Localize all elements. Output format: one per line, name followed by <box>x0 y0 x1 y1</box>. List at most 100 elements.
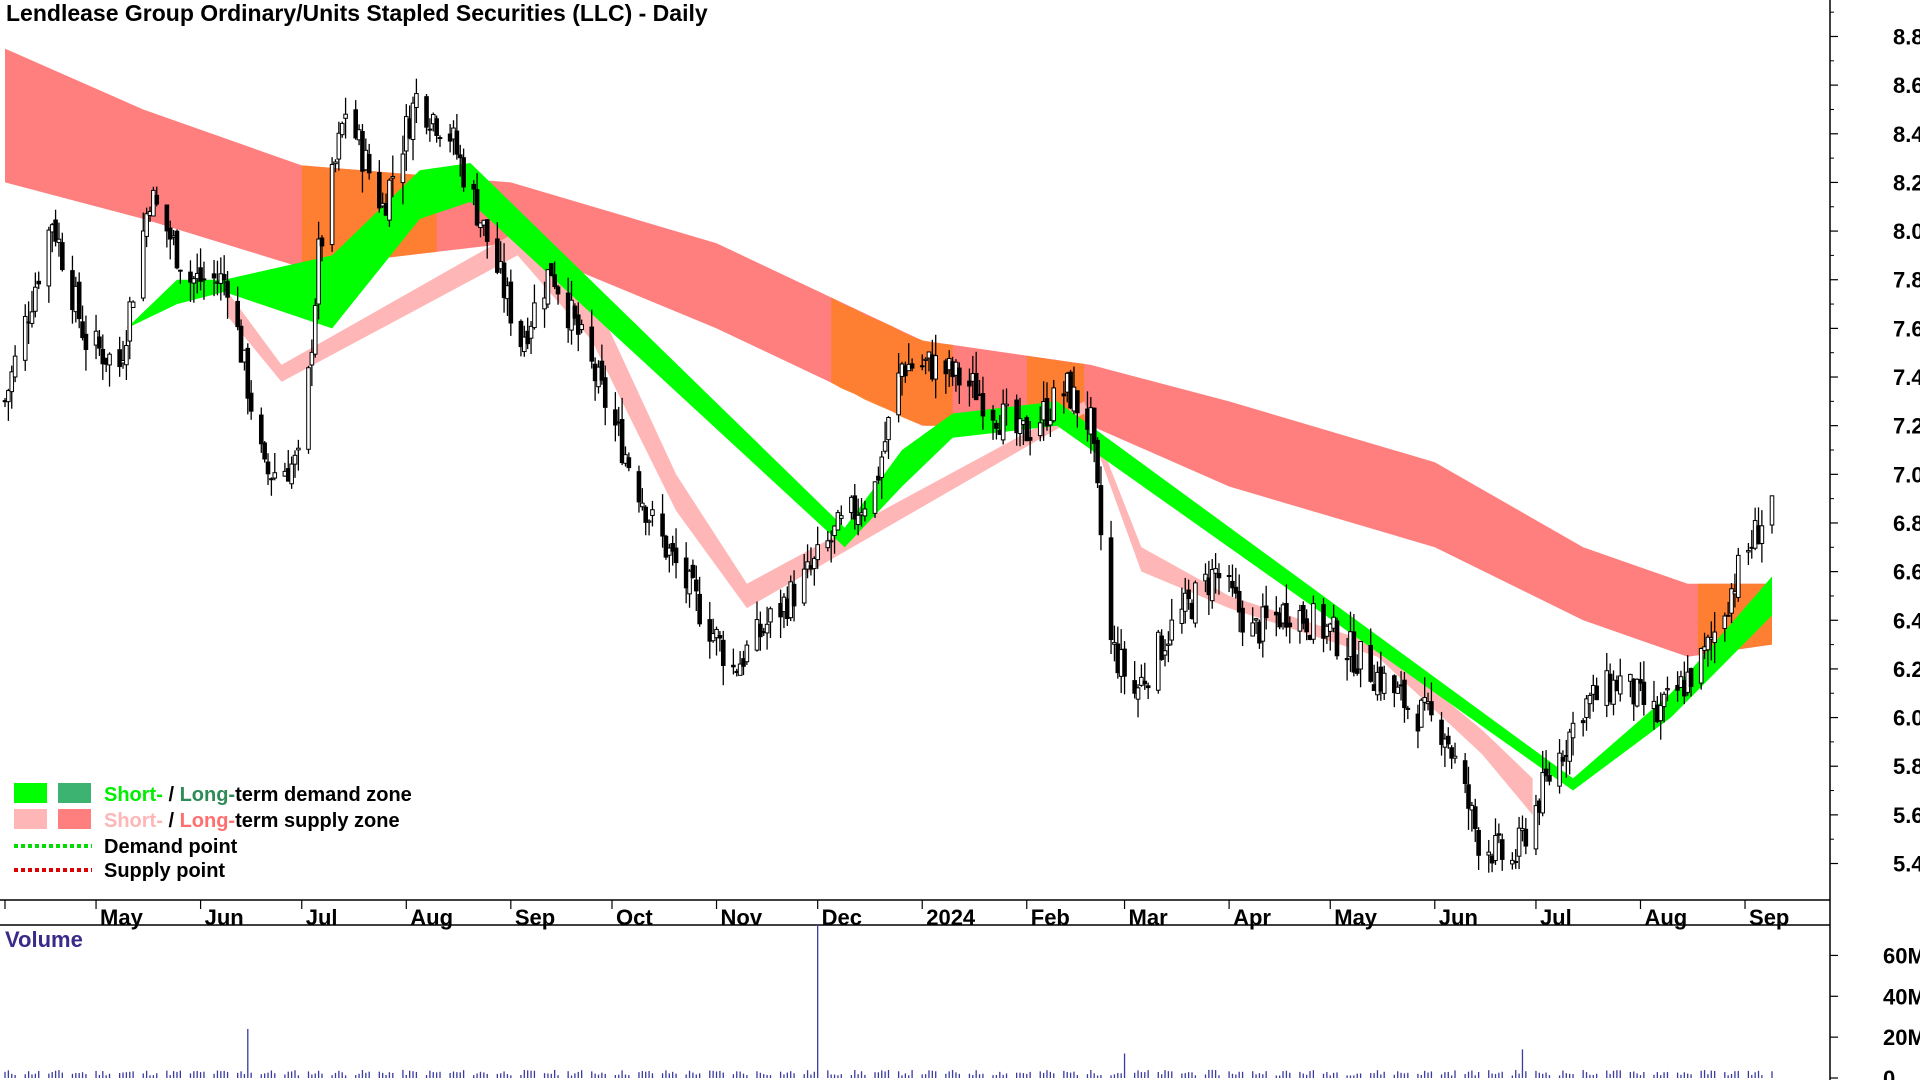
candle-body <box>673 547 679 564</box>
candle-body <box>957 367 962 386</box>
volume-tick-label: 20M <box>1883 1025 1920 1050</box>
month-label: Dec <box>822 905 862 930</box>
candle-body <box>855 514 861 526</box>
candle-body <box>1499 839 1505 860</box>
candle <box>107 352 112 387</box>
candle <box>1014 394 1019 446</box>
candle-body <box>1182 592 1188 612</box>
candles-layer <box>2 78 1775 873</box>
candle <box>1230 564 1235 597</box>
legend-swatch <box>58 809 91 829</box>
candle-body <box>1462 760 1468 785</box>
candle-body <box>980 393 986 417</box>
candle-body <box>825 540 831 549</box>
candle <box>1547 762 1552 786</box>
candle <box>815 526 820 569</box>
candle-body <box>801 568 807 604</box>
candle <box>1037 406 1043 442</box>
candle <box>548 263 554 277</box>
month-label: Jul <box>1540 905 1572 930</box>
candle <box>1769 495 1775 534</box>
candle <box>366 143 372 180</box>
legend-swatch <box>58 783 91 803</box>
candle-body <box>1253 618 1259 621</box>
candle-body <box>909 363 915 369</box>
candle-body <box>46 229 52 287</box>
candle-body <box>1712 631 1717 644</box>
price-tick-label: 6.0 <box>1893 706 1920 731</box>
candle-body <box>188 271 193 283</box>
candle-body <box>245 347 251 399</box>
candle <box>1661 691 1667 723</box>
price-axis: 8.8 8.6 8.4 8.2 8.0 7.8 7.6 7.4 7.2 7.0 6.8 6.6 6.4 6… <box>1830 11 1920 877</box>
candle <box>1233 567 1239 599</box>
candle-body <box>1260 606 1266 642</box>
candle-body <box>764 623 770 634</box>
candle <box>484 219 490 259</box>
candle <box>265 453 271 485</box>
candle-body <box>1311 603 1316 640</box>
candle-body <box>1135 687 1141 700</box>
candle <box>1098 466 1104 551</box>
candle-body <box>828 540 834 543</box>
candle-body <box>579 324 584 330</box>
candle <box>174 229 180 270</box>
candle <box>545 269 551 309</box>
candle-body <box>1179 608 1185 624</box>
candle-body <box>316 238 321 305</box>
candle-body <box>1368 645 1374 682</box>
candle-body <box>127 301 133 342</box>
candle <box>1523 817 1529 855</box>
candle <box>1004 388 1009 426</box>
candle <box>269 477 274 496</box>
candle <box>1358 641 1363 688</box>
candle <box>555 284 561 305</box>
candle-body <box>1122 648 1127 677</box>
candle <box>1395 681 1400 694</box>
candle <box>1560 750 1566 767</box>
candle <box>377 160 382 213</box>
candle <box>1169 598 1175 646</box>
candle-body <box>83 333 89 350</box>
candle-body <box>1000 403 1006 441</box>
month-label: Oct <box>616 905 653 930</box>
month-label: Mar <box>1129 905 1169 930</box>
candle-body <box>744 644 750 663</box>
legend-label: Supply point <box>104 860 225 882</box>
candle-body <box>1449 747 1454 759</box>
candle-body <box>663 535 669 558</box>
candle-body <box>100 348 106 365</box>
candle <box>919 354 925 371</box>
candle-body <box>1759 525 1765 544</box>
candle-body <box>1617 675 1623 695</box>
candle <box>791 570 797 622</box>
candle-body <box>107 353 112 366</box>
candle <box>1354 654 1360 676</box>
candle <box>882 421 888 454</box>
candle-body <box>1250 622 1255 637</box>
candle <box>1344 637 1350 681</box>
volume-tick-label: 40M <box>1883 984 1920 1009</box>
candle <box>670 535 675 566</box>
candle <box>650 500 655 527</box>
legend-swatch <box>14 809 47 829</box>
candle <box>319 235 325 262</box>
candle-body <box>1523 828 1529 847</box>
candle-body <box>548 263 554 277</box>
supply-demand-overlap-zone <box>831 297 953 426</box>
candle-body <box>1611 679 1616 705</box>
candle-body <box>1240 607 1245 633</box>
candle <box>1132 661 1137 699</box>
candle <box>1300 601 1306 630</box>
legend-sep: / <box>163 784 180 806</box>
candle <box>572 303 578 326</box>
legend-label: Short- / Long-term supply zone <box>104 810 400 832</box>
candle <box>434 115 439 143</box>
candle-body <box>1746 550 1751 553</box>
candle-body <box>1186 589 1191 600</box>
candle <box>1203 563 1208 593</box>
candle-body <box>117 349 122 368</box>
legend-rest: term demand zone <box>235 784 412 806</box>
candle <box>289 456 294 489</box>
